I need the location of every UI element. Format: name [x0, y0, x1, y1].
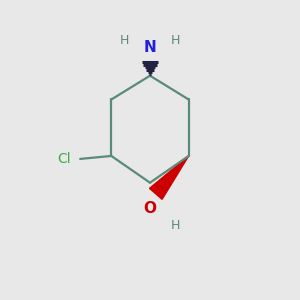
- Text: Cl: Cl: [57, 152, 70, 166]
- Text: H: H: [171, 219, 180, 232]
- Polygon shape: [149, 156, 189, 199]
- Text: O: O: [143, 200, 157, 215]
- Text: H: H: [171, 34, 180, 47]
- Text: H: H: [120, 34, 129, 47]
- Text: N: N: [144, 40, 156, 55]
